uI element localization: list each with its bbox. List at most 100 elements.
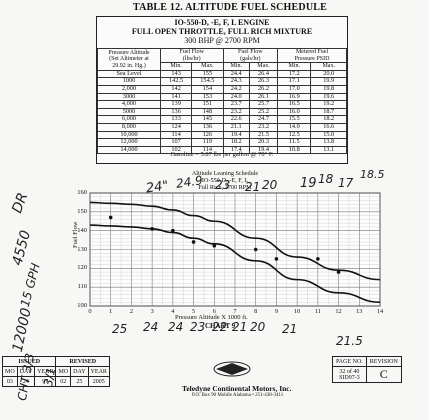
hand-note: 19 — [300, 176, 317, 191]
year-label: YEAR — [87, 366, 110, 377]
table-row: 10,000 114 126 19.4 21.5 12.5 15.0 — [97, 130, 347, 140]
revision-value: C — [365, 366, 402, 383]
hand-note: 24" — [145, 178, 170, 197]
value-cell: 10.8 — [277, 145, 312, 155]
issued-label: ISSUED — [1, 356, 57, 367]
hand-note: 20 — [250, 320, 266, 334]
table-row: 14,000 102 114 17.4 19.4 10.8 13.1 — [97, 145, 347, 155]
fuel-schedule-table: Pressure Altitude (Set Altimeter at 29.9… — [97, 47, 347, 155]
x-tick-label: 14 — [376, 308, 384, 315]
document-footer: ISSUED REVISED MO DAY YEAR MO DAY YEAR 0… — [1, 356, 429, 418]
hand-note: 18.5 — [360, 168, 385, 181]
x-tick-label: 5 — [191, 308, 196, 315]
company-logo-icon — [213, 361, 251, 377]
table-header: IO-550-D, -E, F, L ENGINE FULL OPEN THRO… — [97, 18, 347, 45]
hand-plotted-point — [191, 240, 196, 244]
hand-plotted-point — [316, 257, 320, 261]
throttle-condition: FULL OPEN THROTTLE, FULL RICH MIXTURE — [131, 27, 313, 36]
x-tick-label: 11 — [314, 308, 321, 315]
hand-note: 24 — [168, 320, 184, 334]
hand-note: 22 — [212, 320, 228, 334]
fuel-schedule-table-box: IO-550-D, -E, F, L ENGINE FULL OPEN THRO… — [96, 16, 348, 164]
hand-plotted-point — [212, 243, 217, 248]
table-title: TABLE 12. ALTITUDE FUEL SCHEDULE — [133, 2, 327, 13]
chart-ylabel: Fuel Flow — [72, 221, 79, 248]
x-tick-label: 2 — [129, 308, 133, 315]
year-label: YEAR — [34, 366, 57, 377]
x-tick-label: 0 — [88, 308, 92, 315]
y-tick-label: 150 — [77, 207, 87, 215]
issued-month: 03 — [2, 376, 18, 387]
issued-day: 24 — [16, 376, 36, 387]
company-address: P.O. Box 90 Mobile Alabama • 251-438-341… — [192, 393, 284, 398]
issued-year: 97 — [34, 376, 57, 387]
chart-caption: CHART 9 — [205, 322, 236, 330]
col-metered: Metered Fuel Pressure PSID — [277, 47, 347, 64]
revision-label: REVISION — [365, 356, 402, 367]
x-tick-label: 12 — [335, 308, 342, 315]
y-tick-label: 120 — [77, 264, 87, 272]
hand-note: 21 — [232, 320, 248, 334]
day-label: DAY — [70, 366, 89, 377]
company-name: Teledyne Continental Motors, Inc. — [182, 384, 292, 393]
x-tick-label: 6 — [212, 308, 216, 315]
table-row: 5000 136 148 23.2 25.2 16.0 18.7 — [97, 107, 347, 117]
table-row: 2,000 142 154 24.2 26.2 17.0 19.8 — [97, 84, 347, 94]
hand-note: 17 — [338, 176, 354, 190]
series-line-max — [89, 201, 381, 281]
y-tick-label: 160 — [77, 189, 87, 196]
col-altitude: Pressure Altitude (Set Altimeter at 29.9… — [97, 48, 161, 71]
hand-note: 20 — [262, 178, 278, 192]
hand-plotted-point — [108, 215, 113, 220]
x-tick-label: 3 — [150, 308, 154, 315]
chart-title: Altitude Leaning Schedule IO-550-D, -E, … — [191, 170, 259, 191]
x-tick-label: 13 — [356, 308, 363, 315]
issue-table: ISSUED REVISED MO DAY YEAR MO DAY YEAR 0… — [1, 356, 110, 387]
hand-note: 21 — [282, 322, 298, 336]
hand-note: 25 — [112, 322, 128, 336]
revised-day: 25 — [70, 376, 89, 387]
mo-label: MO — [2, 366, 18, 377]
hand-note: 21 — [245, 180, 261, 194]
page-no-label: PAGE NO. — [332, 356, 367, 367]
gasoline-note: Gasoline = 5.87 lbs per gallon @ 70° F. — [170, 151, 274, 158]
hand-note: 21.5 — [336, 334, 363, 348]
value-cell: 17.4 — [222, 145, 250, 155]
day-label: DAY — [16, 366, 36, 377]
power-rating: 300 BHP @ 2700 RPM — [184, 36, 260, 45]
table-body: Sea Level 143 155 24.4 26.4 17.2 20.0 1000 142.5… — [97, 69, 347, 155]
value-cell: 13.1 — [310, 145, 347, 155]
series-line-min — [89, 224, 381, 304]
x-tick-label: 4 — [171, 308, 175, 315]
hand-note: 23 — [190, 320, 206, 334]
y-tick-label: 130 — [77, 245, 87, 253]
mo-label: MO — [55, 366, 72, 377]
hand-plotted-point — [336, 270, 341, 274]
y-tick-label: 110 — [77, 283, 87, 291]
y-tick-label: 140 — [77, 226, 87, 234]
revised-month: 02 — [55, 376, 72, 387]
hand-note: 18 — [318, 172, 334, 186]
x-tick-label: 8 — [254, 308, 258, 315]
page-no-value: 32 of 40 SID97-3 — [332, 366, 367, 383]
chart-xlabel: Pressure Altitude X 1000 ft. — [175, 314, 248, 321]
hand-plotted-point — [171, 228, 175, 233]
hand-plotted-point — [274, 257, 279, 261]
x-tick-label: 9 — [274, 308, 278, 315]
page-info-table: PAGE NO. REVISION 32 of 40 SID97-3 C — [332, 356, 402, 383]
hand-plotted-point — [150, 226, 154, 231]
table-row: 1000 142.5 154.5 24.3 26.3 17.1 19.9 — [97, 77, 347, 86]
revised-label: REVISED — [55, 356, 110, 367]
revised-year: 2005 — [87, 376, 110, 387]
engine-model: IO-550-D, -E, F, L ENGINE — [174, 18, 270, 27]
hand-note: 23 — [215, 178, 231, 192]
x-tick-label: 1 — [109, 308, 113, 315]
hand-plotted-point — [253, 247, 258, 252]
y-tick-label: 100 — [77, 302, 87, 309]
table-row: 4,000 139 151 23.7 25.7 16.5 19.2 — [97, 100, 347, 109]
x-tick-label: 7 — [233, 308, 237, 315]
x-tick-label: 10 — [293, 308, 301, 315]
hand-note: 24 — [143, 320, 159, 334]
